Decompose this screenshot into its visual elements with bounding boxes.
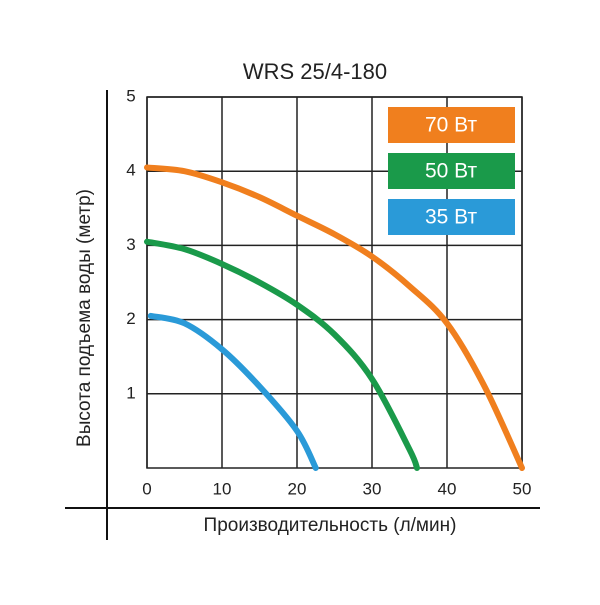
- y-tick-label: 1: [126, 383, 135, 402]
- y-tick-label: 3: [126, 235, 135, 254]
- y-tick-label: 4: [126, 161, 135, 180]
- x-tick-label: 20: [288, 479, 307, 498]
- plot-frame: [146, 96, 523, 469]
- series-line: [144, 164, 525, 471]
- legend-swatch: [388, 107, 515, 143]
- y-axis-label: Высота подъема воды (метр): [74, 189, 95, 447]
- series-line: [144, 238, 420, 471]
- y-tick-label: 5: [126, 86, 135, 105]
- x-tick-label: 10: [213, 479, 232, 498]
- x-tick-label: 40: [438, 479, 457, 498]
- legend-label: 50 Вт: [425, 160, 478, 183]
- x-tick-label: 0: [142, 479, 151, 498]
- legend-label: 35 Вт: [425, 206, 478, 229]
- legend-swatch: [388, 199, 515, 235]
- series-line: [147, 312, 319, 471]
- legend-swatch: [388, 153, 515, 189]
- x-tick-label: 50: [513, 479, 532, 498]
- x-axis-label: Производительность (л/мин): [204, 515, 457, 536]
- y-tick-label: 2: [126, 309, 135, 328]
- chart-title: WRS 25/4-180: [243, 59, 387, 84]
- legend-label: 70 Вт: [425, 114, 478, 137]
- x-tick-label: 30: [363, 479, 382, 498]
